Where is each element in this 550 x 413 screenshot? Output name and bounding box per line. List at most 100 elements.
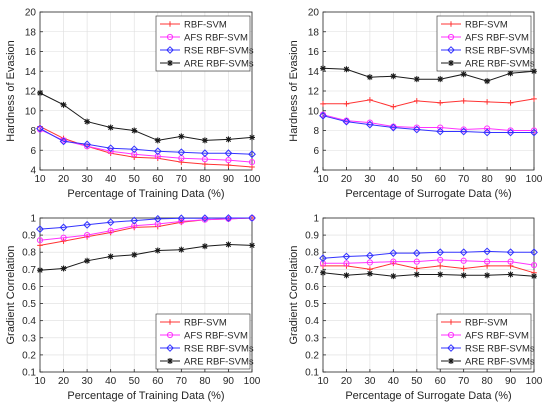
data-point — [366, 259, 373, 266]
data-point — [506, 128, 515, 137]
data-point — [343, 66, 350, 73]
data-point — [412, 249, 421, 257]
data-point — [131, 151, 138, 158]
x-tick-label: 20 — [341, 174, 353, 185]
y-tick-label: 0.5 — [22, 299, 36, 310]
data-point — [319, 111, 327, 120]
data-point — [459, 127, 468, 136]
x-tick-label: 20 — [341, 376, 353, 387]
data-point — [178, 159, 185, 165]
y-tick-label: 0.4 — [22, 316, 36, 327]
data-point — [224, 214, 233, 222]
x-tick-label: 20 — [58, 376, 70, 387]
series-line — [39, 217, 252, 230]
y-tick-label: 0.6 — [22, 282, 36, 293]
data-point — [365, 120, 374, 129]
legend-label: RSE RBF-SVMs — [465, 343, 535, 354]
chart-panel-3: 10 20 30 40 50 60 70 80 90 100 0.1 0.2 0.3 0.4 0.5 0.6 0… — [5, 214, 261, 403]
data-point — [342, 252, 351, 261]
legend-marker — [166, 344, 174, 352]
legend-label: RBF-SVM — [184, 317, 227, 328]
y-axis-label: Hardness of Evasion — [288, 40, 300, 142]
data-point — [367, 97, 373, 103]
x-tick-label: 40 — [105, 174, 117, 185]
data-point — [530, 248, 538, 257]
data-point — [460, 265, 467, 272]
x-tick-label: 60 — [435, 376, 447, 387]
data-point — [366, 270, 373, 277]
series-line — [39, 128, 253, 155]
legend-label: RSE RBF-SVMs — [184, 45, 254, 56]
data-point — [320, 65, 326, 72]
data-point — [530, 127, 538, 134]
x-tick-label: 30 — [364, 174, 376, 185]
data-point — [225, 136, 232, 143]
y-tick-label: 0.7 — [305, 265, 319, 276]
data-point — [178, 218, 185, 225]
legend-marker — [448, 60, 454, 66]
data-point — [437, 124, 444, 131]
data-point — [201, 243, 208, 250]
legend-marker — [166, 33, 174, 41]
y-tick-label: 0.8 — [22, 248, 36, 259]
series-line — [39, 217, 253, 241]
series-rse-rbf-svms — [319, 111, 538, 137]
y-tick-label: 14 — [25, 67, 37, 78]
x-tick-label: 90 — [505, 376, 517, 387]
x-tick-label: 90 — [505, 174, 517, 185]
legend-label: RBF-SVM — [465, 19, 508, 30]
data-point — [107, 253, 114, 260]
chart-panel-1: 10 20 30 40 50 60 70 80 90 100 4 6 8 10 12 14 16 18 20 Perc… — [5, 8, 261, 201]
data-point — [530, 128, 538, 137]
legend-label: AFS RBF-SVM — [465, 330, 529, 341]
data-point — [484, 125, 491, 132]
data-point — [483, 247, 492, 256]
data-point — [460, 126, 467, 133]
x-tick-label: 70 — [458, 174, 470, 185]
data-point — [413, 98, 420, 104]
data-point — [460, 71, 467, 78]
data-point — [154, 137, 161, 144]
data-point — [225, 241, 232, 248]
data-point — [507, 127, 514, 134]
x-tick-label: 10 — [317, 174, 329, 185]
data-point — [366, 74, 373, 81]
y-tick-label: 8 — [30, 126, 36, 137]
data-point — [390, 273, 397, 280]
data-point — [412, 125, 421, 134]
y-tick-label: 4 — [313, 166, 319, 177]
legend-marker — [448, 21, 454, 27]
x-tick-label: 80 — [482, 174, 494, 185]
legend-marker — [167, 21, 173, 27]
y-tick-label: 0.6 — [305, 282, 319, 293]
data-point — [60, 234, 67, 241]
data-point — [389, 123, 398, 132]
x-tick-label: 30 — [364, 376, 376, 387]
data-point — [413, 124, 420, 131]
series-rse-rbf-svms — [319, 247, 538, 263]
y-tick-label: 12 — [25, 87, 37, 98]
y-tick-label: 16 — [308, 47, 320, 58]
y-tick-label: 0.2 — [305, 350, 319, 361]
data-point — [531, 68, 537, 75]
data-point — [507, 70, 514, 77]
data-point — [248, 159, 256, 166]
x-axis-label: Percentage of Surrogate Data (%) — [345, 188, 511, 200]
y-tick-label: 18 — [308, 27, 320, 38]
series-line — [323, 262, 535, 274]
y-tick-label: 16 — [25, 47, 37, 58]
legend-marker — [448, 319, 454, 325]
data-point — [390, 104, 397, 110]
legend-marker — [166, 46, 174, 54]
data-point — [507, 258, 514, 265]
x-tick-label: 30 — [82, 376, 94, 387]
legend: RBF-SVM AFS RBF-SVM RSE RBF-SVMs ARE RBF-SV… — [436, 15, 535, 72]
data-point — [530, 261, 538, 269]
y-tick-label: 10 — [25, 106, 37, 117]
legend-marker — [447, 46, 455, 54]
series-line — [322, 67, 535, 82]
y-tick-label: 4 — [30, 166, 36, 177]
x-tick-label: 90 — [223, 174, 235, 185]
y-tick-label: 10 — [308, 106, 320, 117]
